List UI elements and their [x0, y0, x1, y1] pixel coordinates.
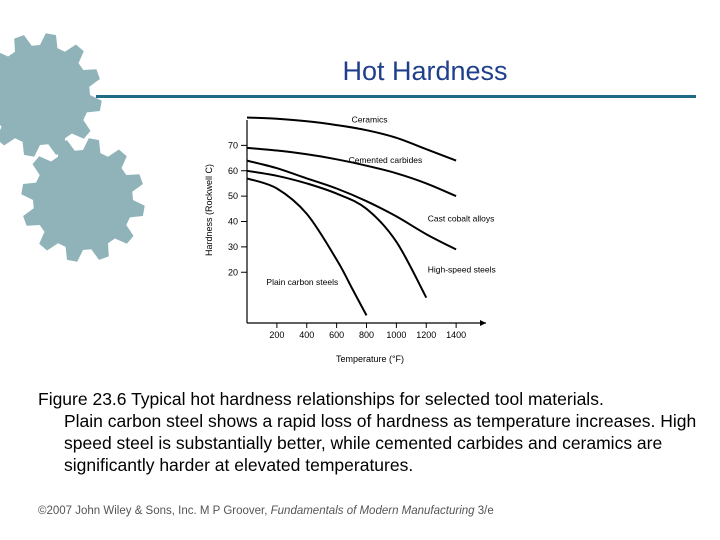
x-axis-arrow: [480, 320, 486, 326]
footer-prefix: ©2007 John Wiley & Sons, Inc. M P Groove…: [38, 505, 271, 517]
x-tick-label: 1200: [416, 330, 436, 340]
y-tick-label: 20: [228, 267, 238, 277]
gear-icon: [21, 138, 145, 262]
slide-title: Hot Hardness: [342, 56, 508, 86]
series-line-ceramics: [246, 116, 457, 162]
gear-decoration: [0, 33, 145, 262]
series-label-plain-carbon-steels: Plain carbon steels: [266, 277, 338, 287]
x-tick-label: 800: [359, 330, 374, 340]
title-divider: [96, 95, 696, 98]
y-axis-label: Hardness (Rockwell C): [204, 164, 214, 256]
copyright-footer: ©2007 John Wiley & Sons, Inc. M P Groove…: [38, 505, 494, 517]
series-line-high-speed-steels: [246, 169, 428, 299]
x-tick-label: 1400: [446, 330, 466, 340]
y-tick-label: 70: [228, 140, 238, 150]
hot-hardness-chart: 200 400 600 800 1000 1200 1400 20 30 40 50 60 70 Cer…: [204, 115, 496, 364]
gear-shape: [21, 138, 145, 262]
y-tick-label: 30: [228, 242, 238, 252]
caption-body: Plain carbon steel shows a rapid loss of…: [64, 411, 697, 475]
series-line-cemented-carbides: [246, 146, 457, 198]
x-tick-label: 400: [299, 330, 314, 340]
x-tick-label: 600: [329, 330, 344, 340]
gear-shape: [0, 33, 102, 157]
gear-icon: [0, 33, 102, 157]
series-label-high-speed-steels: High-speed steels: [428, 264, 496, 274]
series-labels: Ceramics Cemented carbides Cast cobalt all…: [266, 115, 495, 287]
footer-suffix: 3/e: [474, 505, 494, 517]
chart-axes: 200 400 600 800 1000 1200 1400 20 30 40 50 60 70: [228, 120, 486, 340]
y-tick-label: 60: [228, 166, 238, 176]
series-line-cast-cobalt-alloys: [246, 159, 457, 251]
series-label-ceramics: Ceramics: [352, 115, 388, 125]
footer-book-title: Fundamentals of Modern Manufacturing: [270, 505, 475, 517]
caption-first-line: Figure 23.6 Typical hot hardness relatio…: [38, 389, 604, 409]
y-tick-label: 50: [228, 191, 238, 201]
series-label-cast-cobalt-alloys: Cast cobalt alloys: [428, 214, 495, 224]
figure-caption: Figure 23.6 Typical hot hardness relatio…: [38, 388, 708, 476]
series-label-cemented-carbides: Cemented carbides: [349, 155, 423, 165]
x-tick-label: 1000: [386, 330, 406, 340]
chart-series: [246, 116, 457, 316]
y-tick-label: 40: [228, 217, 238, 227]
x-axis-label: Temperature (°F): [336, 354, 404, 364]
x-tick-label: 200: [269, 330, 284, 340]
series-line-plain-carbon-steels: [246, 177, 368, 316]
